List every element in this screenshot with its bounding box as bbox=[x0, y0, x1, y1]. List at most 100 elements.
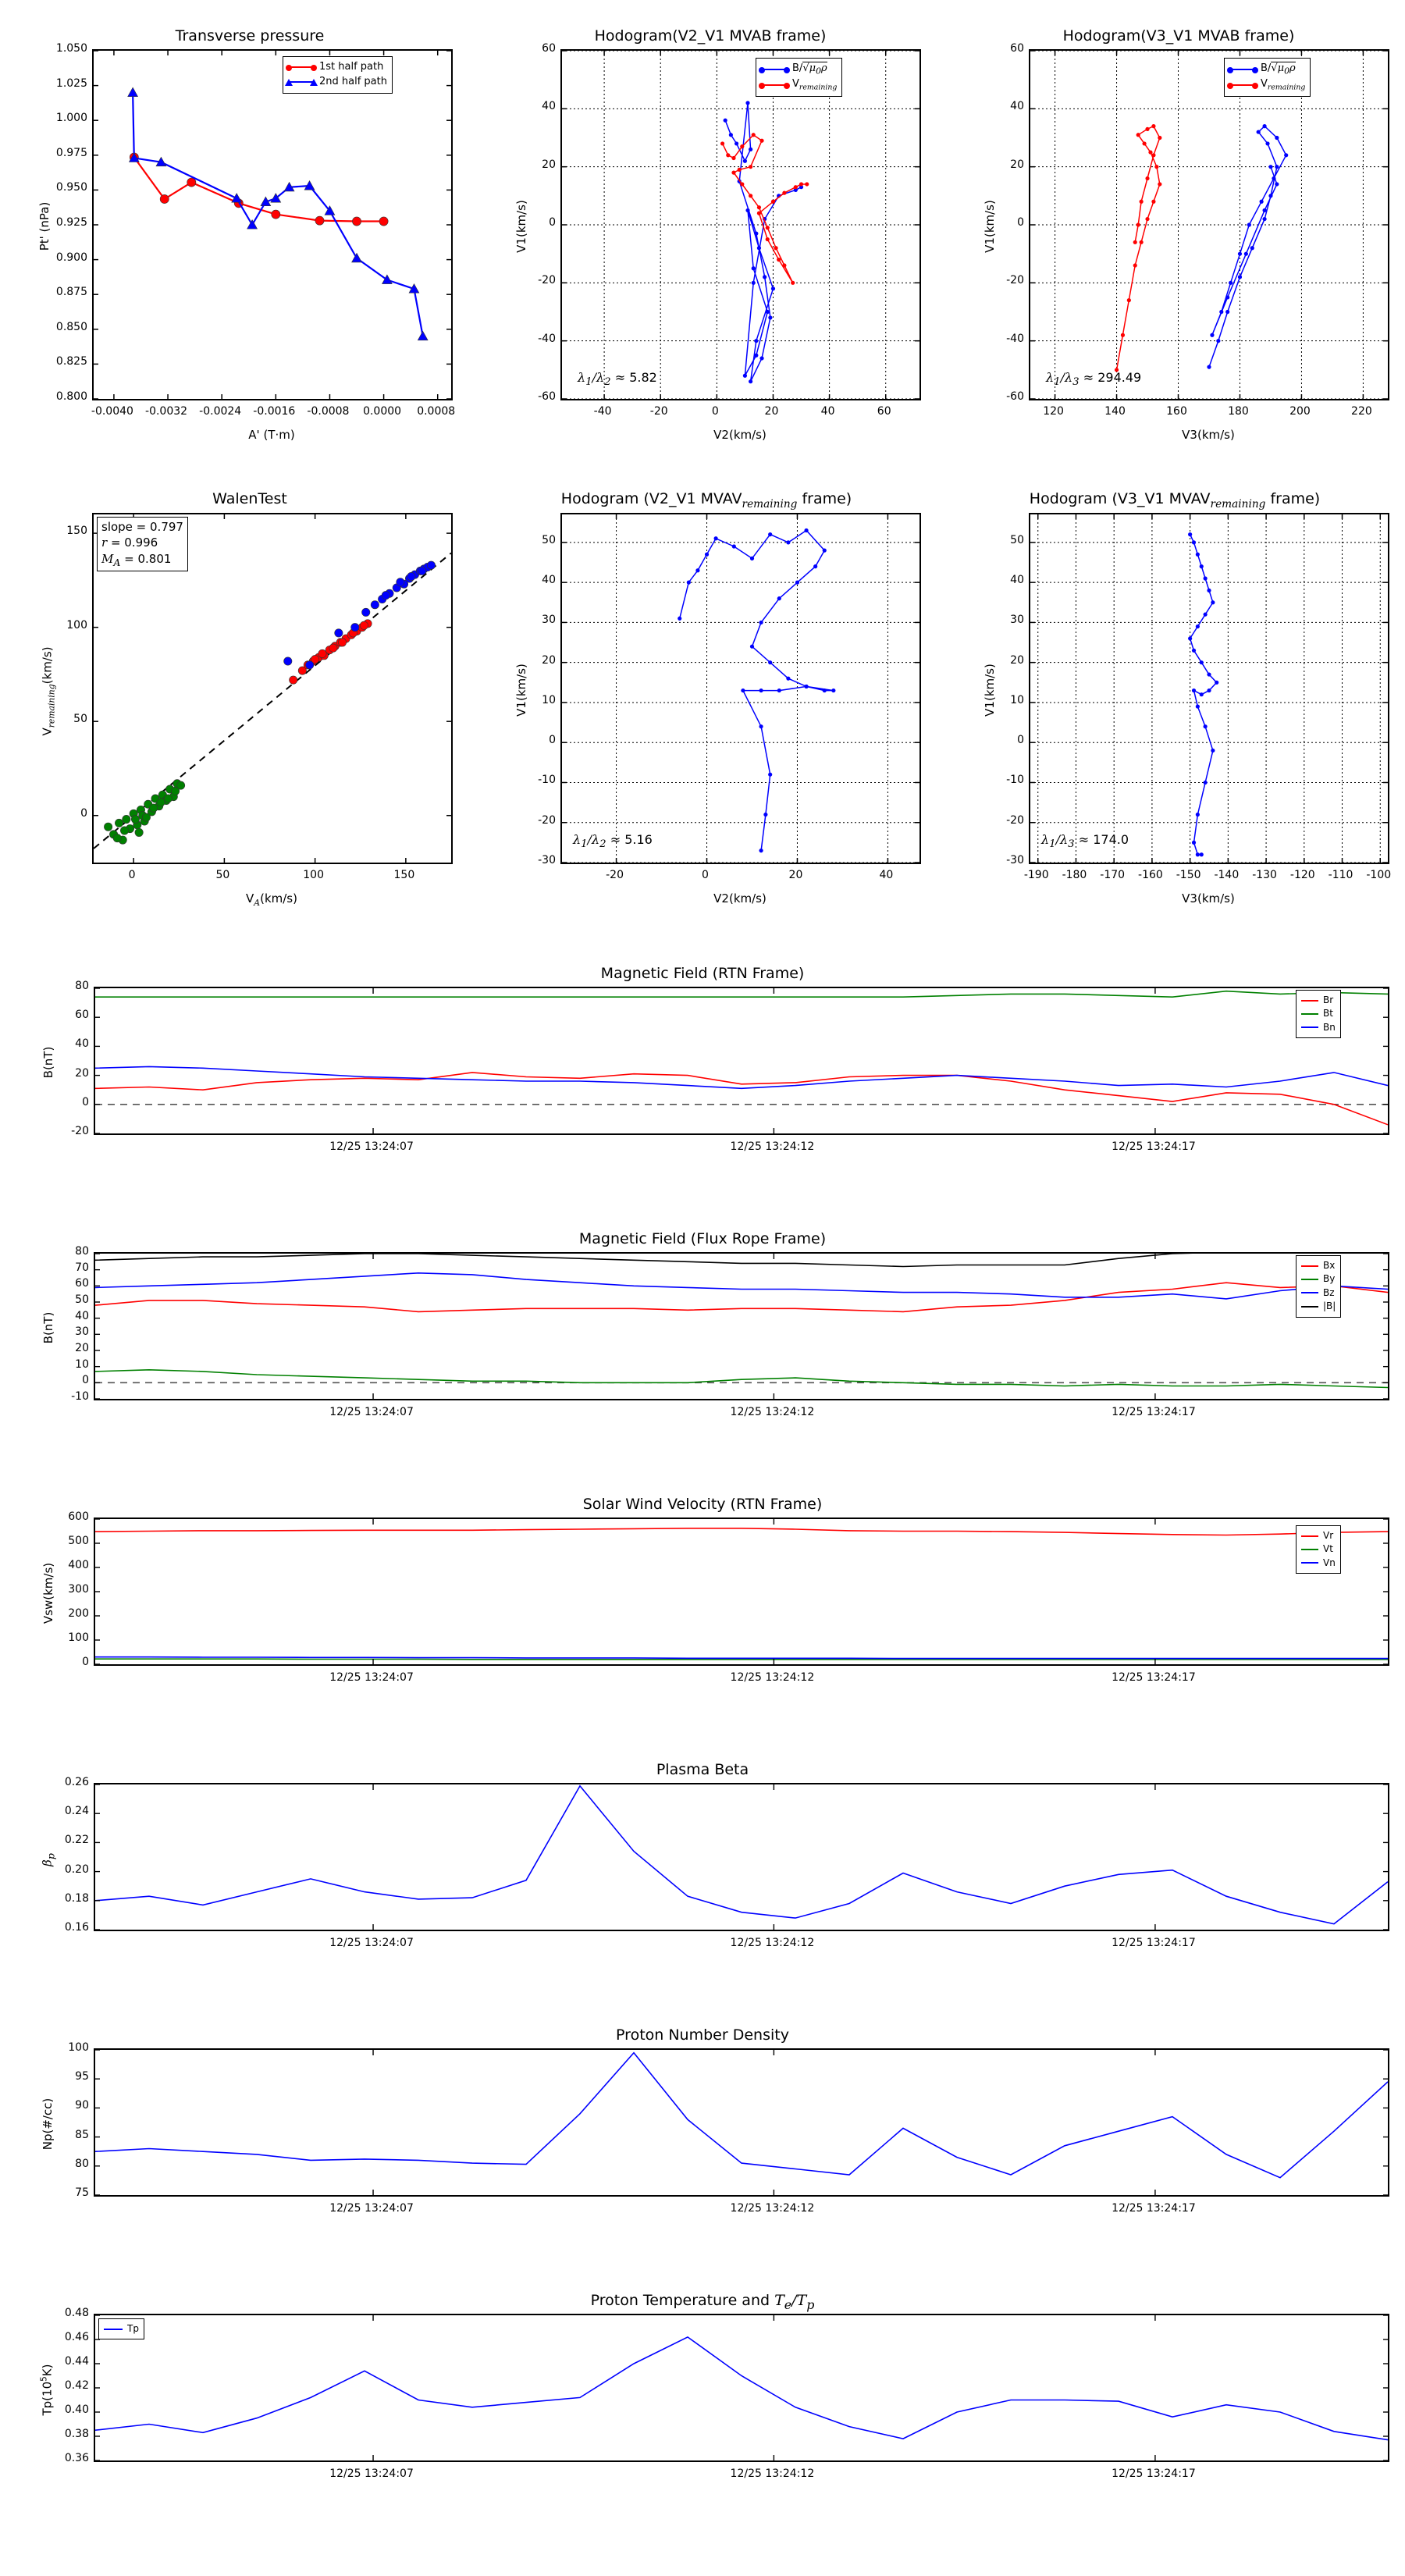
axis-tick-label: 0.825 bbox=[55, 355, 87, 368]
legend-label: By bbox=[1323, 1273, 1336, 1285]
axis-tick-label: 12/25 13:24:17 bbox=[1112, 1937, 1196, 1949]
axis-tick-label: 0 bbox=[549, 734, 556, 747]
legend-label: Vr bbox=[1323, 1530, 1334, 1541]
axis-tick-label: 400 bbox=[68, 1559, 89, 1571]
axes-hodogram-v3v1-mvav bbox=[1029, 513, 1389, 864]
y-axis-label: Vremaining(km/s) bbox=[40, 646, 57, 736]
legend-temperature[interactable]: Tp bbox=[98, 2318, 144, 2340]
axis-tick-label: 160 bbox=[1166, 405, 1187, 418]
panel-plasma-beta: Plasma Beta βp bbox=[0, 1756, 1405, 1983]
axis-tick-label: 0.48 bbox=[64, 2307, 89, 2319]
axis-tick-label: 12/25 13:24:17 bbox=[1112, 1140, 1196, 1153]
axis-tick-label: 0.26 bbox=[64, 1776, 89, 1788]
axis-tick-label: 30 bbox=[75, 1325, 89, 1339]
axis-tick-label: 60 bbox=[1010, 42, 1024, 55]
axis-tick-label: 100 bbox=[303, 869, 324, 881]
panel-hodogram-v2v1-mvav: Hodogram (V2_V1 MVAVremaining frame) V1(… bbox=[468, 468, 937, 921]
axis-tick-label: 60 bbox=[877, 405, 891, 418]
legend-velocity[interactable]: Vr Vt Vn bbox=[1296, 1525, 1341, 1574]
panel-title: Plasma Beta bbox=[656, 1761, 749, 1778]
axis-tick-label: 40 bbox=[75, 1309, 89, 1322]
axes-hodogram-v3v1-mvab bbox=[1029, 49, 1389, 400]
legend-swatch-bz bbox=[1301, 1292, 1318, 1294]
axis-tick-label: -190 bbox=[1023, 869, 1049, 881]
legend-swatch-bn bbox=[1301, 1026, 1318, 1029]
axis-tick-label: 0.950 bbox=[55, 181, 87, 194]
stat-ma: MA = 0.801 bbox=[101, 551, 172, 568]
axis-tick-label: 500 bbox=[68, 1535, 89, 1547]
axis-tick-label: 150 bbox=[393, 869, 415, 881]
legend-mag-fluxrope[interactable]: Bx By Bz |B| bbox=[1296, 1255, 1342, 1318]
axes-density bbox=[94, 2048, 1389, 2197]
panel-transverse-pressure: Transverse pressure Pt' (nPa) A' (T·m) 1… bbox=[0, 0, 468, 468]
axis-tick-label: 0.24 bbox=[64, 1805, 89, 1818]
legend-label-b-alfven: B/√μ0ρ bbox=[1261, 62, 1296, 76]
axis-tick-label: 200 bbox=[68, 1607, 89, 1620]
axis-tick-label: 12/25 13:24:12 bbox=[730, 1937, 815, 1949]
legend-swatch-vr bbox=[1301, 1535, 1318, 1537]
axis-tick-label: 20 bbox=[75, 1066, 89, 1080]
axis-tick-label: 95 bbox=[75, 2070, 89, 2083]
axis-tick-label: -20 bbox=[71, 1125, 89, 1137]
legend-label: Bz bbox=[1323, 1286, 1335, 1298]
axis-tick-label: 200 bbox=[1289, 405, 1311, 418]
legend-item: Vn bbox=[1301, 1557, 1336, 1570]
axis-tick-label: -20 bbox=[538, 813, 556, 827]
axis-tick-label: 90 bbox=[75, 2099, 89, 2112]
panel-proton-temperature: Proton Temperature and Te/Tp Tp(105K) Tp bbox=[0, 2287, 1405, 2521]
axis-tick-label: -40 bbox=[538, 332, 556, 345]
axis-tick-label: 0.42 bbox=[64, 2379, 89, 2392]
legend-swatch-vt bbox=[1301, 1549, 1318, 1551]
panel-title: Hodogram(V2_V1 MVAB frame) bbox=[594, 27, 827, 44]
axis-tick-label: -0.0040 bbox=[91, 405, 133, 418]
legend-label: Br bbox=[1323, 994, 1334, 1005]
axis-tick-label: 40 bbox=[1010, 574, 1024, 587]
eigenvalue-ratio-annotation: λ1/λ3 ≈ 294.49 bbox=[1046, 370, 1142, 389]
x-axis-label: V3(km/s) bbox=[1182, 891, 1235, 906]
axis-tick-label: 0.40 bbox=[64, 2403, 89, 2416]
legend-transverse-pressure[interactable]: 1st half path 2nd half path bbox=[283, 56, 393, 94]
axis-tick-label: 12/25 13:24:12 bbox=[730, 1671, 815, 1684]
axis-tick-label: 12/25 13:24:12 bbox=[730, 1406, 815, 1418]
axis-tick-label: 12/25 13:24:07 bbox=[329, 1406, 414, 1418]
axis-tick-label: 80 bbox=[75, 1245, 89, 1258]
axis-tick-label: -130 bbox=[1252, 869, 1277, 881]
panel-hodogram-v3v1-mvav: Hodogram (V3_V1 MVAVremaining frame) V1(… bbox=[937, 468, 1405, 921]
panel-hodogram-v2v1-mvab: Hodogram(V2_V1 MVAB frame) V1(km/s) V2(k… bbox=[468, 0, 937, 468]
axis-tick-label: 20 bbox=[1010, 653, 1024, 667]
axis-tick-label: 1.025 bbox=[55, 76, 87, 90]
panel-title: Transverse pressure bbox=[175, 27, 325, 44]
axes-velocity bbox=[94, 1517, 1389, 1666]
legend-item: By bbox=[1301, 1272, 1336, 1286]
axis-tick-label: 0 bbox=[80, 806, 87, 820]
axis-tick-label: 0 bbox=[82, 1656, 89, 1668]
axis-tick-label: -100 bbox=[1366, 869, 1392, 881]
legend-item: 2nd half path bbox=[285, 75, 387, 90]
legend-mag-rtn[interactable]: Br Bt Bn bbox=[1296, 990, 1341, 1039]
axis-tick-label: 80 bbox=[75, 980, 89, 992]
axis-tick-label: 0.46 bbox=[64, 2331, 89, 2343]
axis-tick-label: -60 bbox=[1006, 390, 1024, 403]
axis-tick-label: -10 bbox=[71, 1390, 89, 1403]
axis-tick-label: -60 bbox=[538, 390, 556, 403]
axis-tick-label: -20 bbox=[1006, 813, 1024, 827]
axis-tick-label: -10 bbox=[538, 774, 556, 787]
axis-tick-label: -20 bbox=[606, 869, 624, 881]
axes-mag-rtn bbox=[94, 987, 1389, 1135]
axis-tick-label: -30 bbox=[1006, 854, 1024, 866]
axis-tick-label: 12/25 13:24:07 bbox=[329, 1671, 414, 1684]
axis-tick-label: 0 bbox=[82, 1374, 89, 1387]
axis-tick-label: 12/25 13:24:17 bbox=[1112, 1671, 1196, 1684]
legend-hodogram-2[interactable]: B/√μ0ρ Vremaining bbox=[1224, 58, 1311, 98]
y-axis-label: B(nT) bbox=[41, 1046, 55, 1079]
axis-tick-label: 0.38 bbox=[64, 2428, 89, 2440]
legend-swatch-br bbox=[1301, 999, 1318, 1002]
axis-tick-label: 12/25 13:24:07 bbox=[329, 1140, 414, 1153]
legend-swatch-red-circle bbox=[286, 65, 317, 72]
x-axis-label: V2(km/s) bbox=[713, 428, 767, 442]
eigenvalue-ratio-annotation: λ1/λ2 ≈ 5.82 bbox=[578, 370, 657, 389]
axis-tick-label: 40 bbox=[75, 1037, 89, 1051]
legend-item: Vremaining bbox=[759, 77, 837, 93]
axis-tick-label: -150 bbox=[1176, 869, 1201, 881]
legend-hodogram-1[interactable]: B/√μ0ρ Vremaining bbox=[756, 58, 843, 98]
